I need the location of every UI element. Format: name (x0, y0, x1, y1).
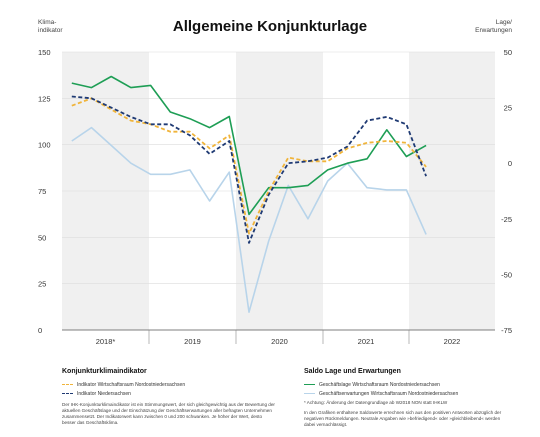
left-tick-25: 25 (38, 280, 46, 289)
right-axis-label-1: Lage/ (496, 19, 512, 26)
year-label-2020: 2020 (271, 337, 288, 346)
legend-swatch-yellow-dashed (62, 384, 73, 385)
left-axis-ticks: 0 25 50 75 100 125 150 (38, 48, 51, 335)
legend-swatch-green (304, 384, 315, 385)
year-label-2022: 2022 (444, 337, 461, 346)
legend-item-niedersachsen-label: Indikator Niedersachsen (77, 390, 131, 397)
right-tick-25: 25 (504, 104, 512, 113)
legend-left-note: Der IHK-Konjunkturklimaindikator ist ein… (62, 402, 275, 425)
legend-item-nordost: Indikator Wirtschaftsraum Nordostnieders… (62, 380, 277, 389)
legend-item-lage-label: Geschäftslage Wirtschaftsraum Nordostnie… (319, 381, 440, 388)
series-nordost-indicator (71, 97, 427, 235)
year-label-2021: 2021 (358, 337, 375, 346)
legend-item-lage: Geschäftslage Wirtschaftsraum Nordostnie… (304, 380, 504, 389)
legend-item-niedersachsen: Indikator Niedersachsen (62, 389, 277, 398)
year-labels: 2018* 2019 2020 2021 2022 (96, 337, 461, 346)
series-lines (71, 75, 427, 314)
left-tick-50: 50 (38, 233, 46, 242)
right-axis-label-2: Erwartungen (475, 27, 512, 34)
gridlines (62, 51, 495, 284)
chart-title: Allgemeine Konjunkturlage (173, 18, 367, 35)
right-axis-ticks: -75 -50 -25 0 25 50 (501, 48, 512, 335)
legend-right-footnote: * Achtung: Änderung der Datengrundlage a… (304, 400, 448, 405)
year-label-2018: 2018* (96, 337, 116, 346)
year-label-2019: 2019 (184, 337, 201, 346)
right-tick--25: -25 (501, 215, 512, 224)
year-dividers (148, 330, 410, 344)
left-axis-label-1: Klima- (38, 19, 56, 26)
series-geschaeftserwartungen (71, 126, 427, 314)
legend-item-erwartungen-label: Geschäftserwartungen Wirtschaftsraum Nor… (319, 390, 459, 397)
series-geschaeftslage (71, 75, 427, 216)
legend-left-title: Konjunkturklimaindikator (62, 368, 147, 375)
legend-balance: Saldo Lage und Erwartungen Geschäftslage… (304, 368, 504, 428)
legend-swatch-lightblue (304, 393, 315, 394)
legend-item-erwartungen: Geschäftserwartungen Wirtschaftsraum Nor… (304, 389, 504, 398)
left-tick-0: 0 (38, 326, 42, 335)
legend-right-note: In den Grafiken enthaltene Saldowerte er… (304, 410, 502, 427)
legend-climate-indicator: Konjunkturklimaindikator Indikator Wirts… (62, 368, 277, 426)
left-tick-150: 150 (38, 48, 51, 57)
left-axis-label-2: indikator (38, 27, 63, 34)
left-tick-125: 125 (38, 94, 51, 103)
left-tick-100: 100 (38, 141, 51, 150)
legend-item-nordost-label: Indikator Wirtschaftsraum Nordostnieders… (77, 381, 186, 388)
right-tick--50: -50 (501, 270, 512, 279)
legend-swatch-navy-dashed (62, 393, 73, 394)
legend-right-title: Saldo Lage und Erwartungen (304, 368, 401, 375)
right-tick-50: 50 (504, 48, 512, 57)
series-niedersachsen-indicator (71, 95, 427, 244)
left-tick-75: 75 (38, 187, 46, 196)
right-tick--75: -75 (501, 326, 512, 335)
right-tick-0: 0 (508, 159, 512, 168)
